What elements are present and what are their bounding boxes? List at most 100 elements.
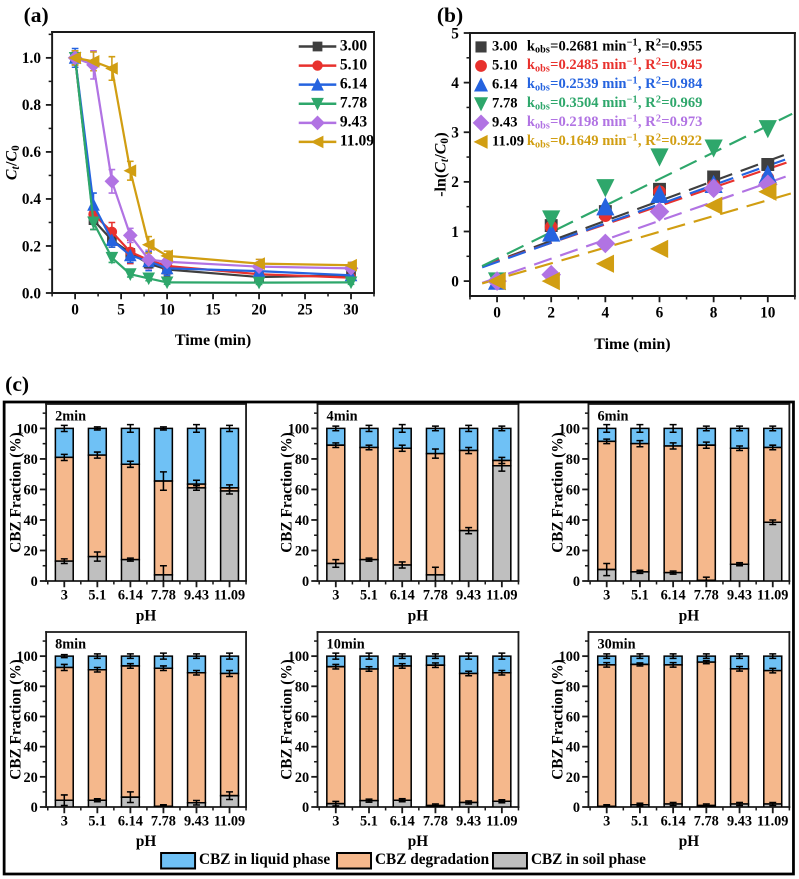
svg-text:6.14: 6.14: [390, 813, 415, 829]
svg-text:11.09: 11.09: [214, 587, 245, 603]
svg-text:Time (min): Time (min): [594, 336, 670, 353]
svg-text:40: 40: [23, 513, 37, 529]
svg-text:40: 40: [566, 740, 580, 756]
svg-text:CBZ degradation: CBZ degradation: [375, 851, 490, 868]
svg-text:CBZ Fraction (%): CBZ Fraction (%): [7, 659, 24, 779]
svg-text:- l n (: - l n ( / ) C C t 0: [426, 126, 453, 197]
svg-text:60: 60: [23, 482, 37, 498]
svg-text:pH: pH: [136, 833, 156, 850]
svg-text:2min: 2min: [55, 409, 86, 425]
svg-text:CBZ Fraction (%): CBZ Fraction (%): [549, 432, 566, 552]
svg-text:6min: 6min: [597, 409, 628, 425]
svg-text:5.1: 5.1: [360, 587, 378, 603]
svg-text:6.14: 6.14: [390, 587, 415, 603]
svg-text:9.43: 9.43: [456, 813, 481, 829]
svg-text:40: 40: [23, 740, 37, 756]
svg-text:80: 80: [566, 679, 580, 695]
svg-text:30min: 30min: [597, 637, 635, 653]
svg-text:60: 60: [566, 709, 580, 725]
svg-text:6: 6: [656, 305, 664, 322]
svg-text:0.4: 0.4: [22, 191, 41, 208]
svg-text:7.78: 7.78: [423, 587, 448, 603]
svg-text:11.09: 11.09: [757, 813, 788, 829]
svg-text:80: 80: [295, 452, 309, 468]
svg-text:6.14: 6.14: [340, 75, 367, 92]
svg-text:15: 15: [205, 302, 221, 319]
svg-text:11.09: 11.09: [486, 587, 517, 603]
svg-text:0: 0: [302, 574, 309, 590]
svg-text:100: 100: [288, 649, 309, 665]
svg-text:9.43: 9.43: [184, 587, 209, 603]
svg-text:7.78: 7.78: [340, 94, 367, 111]
svg-text:9.43: 9.43: [492, 114, 517, 130]
svg-text:80: 80: [23, 452, 37, 468]
svg-text:(c): (c): [5, 372, 29, 396]
svg-text:6.14: 6.14: [492, 76, 518, 92]
svg-text:0: 0: [573, 800, 580, 816]
svg-text:11.09: 11.09: [492, 133, 524, 149]
svg-text:pH: pH: [408, 833, 428, 850]
svg-text:CBZ Fraction (%): CBZ Fraction (%): [279, 432, 296, 552]
svg-text:7.78: 7.78: [694, 587, 719, 603]
svg-text:CBZ in soil phase: CBZ in soil phase: [531, 851, 646, 868]
svg-text:2: 2: [451, 174, 459, 191]
svg-text:3.00: 3.00: [340, 37, 367, 54]
svg-text:60: 60: [23, 709, 37, 725]
svg-text:100: 100: [288, 421, 309, 437]
svg-text:100: 100: [559, 421, 580, 437]
svg-text:0.8: 0.8: [22, 97, 41, 114]
svg-text:40: 40: [295, 740, 309, 756]
svg-text:C C t /: C C t / 0: [0, 145, 24, 180]
svg-text:7.78: 7.78: [492, 95, 517, 111]
svg-text:5.10: 5.10: [492, 57, 517, 73]
svg-text:(a): (a): [24, 3, 49, 27]
svg-text:3: 3: [61, 813, 68, 829]
svg-text:60: 60: [295, 709, 309, 725]
svg-text:5.10: 5.10: [340, 56, 367, 73]
svg-text:Time (min): Time (min): [175, 332, 251, 349]
svg-text:3: 3: [332, 813, 339, 829]
svg-text:9.43: 9.43: [340, 114, 367, 131]
svg-text:9.43: 9.43: [184, 813, 209, 829]
svg-text:6.14: 6.14: [118, 587, 143, 603]
svg-text:1.0: 1.0: [22, 50, 41, 67]
svg-text:11.09: 11.09: [340, 133, 374, 150]
svg-text:80: 80: [23, 679, 37, 695]
svg-text:20: 20: [566, 543, 580, 559]
svg-text:0.6: 0.6: [22, 144, 41, 161]
svg-text:9.43: 9.43: [456, 587, 481, 603]
svg-text:pH: pH: [408, 607, 428, 624]
svg-text:0: 0: [451, 273, 459, 290]
svg-text:5.1: 5.1: [631, 587, 649, 603]
svg-text:0: 0: [302, 800, 309, 816]
svg-text:6.14: 6.14: [661, 813, 686, 829]
svg-text:100: 100: [16, 649, 37, 665]
svg-text:40: 40: [295, 513, 309, 529]
svg-text:0: 0: [31, 800, 38, 816]
svg-text:3: 3: [61, 587, 68, 603]
svg-text:8: 8: [710, 305, 718, 322]
svg-text:0: 0: [71, 302, 79, 319]
svg-text:60: 60: [566, 482, 580, 498]
svg-text:60: 60: [295, 482, 309, 498]
svg-text:20: 20: [566, 770, 580, 786]
svg-text:11.09: 11.09: [486, 813, 517, 829]
svg-text:k = 0 .: k = 0 . 2 5 3 9 m i n , R = 0 . 9 8 4 o …: [527, 63, 709, 95]
svg-text:7.78: 7.78: [151, 587, 176, 603]
svg-text:CBZ Fraction (%): CBZ Fraction (%): [7, 432, 24, 552]
svg-text:20: 20: [251, 302, 267, 319]
svg-text:k = 0 .: k = 0 . 3 5 0 4 m i n , R = 0 . 9 6 9 o …: [527, 82, 709, 114]
svg-text:3: 3: [332, 587, 339, 603]
svg-text:10min: 10min: [327, 637, 365, 653]
svg-text:CBZ Fraction (%): CBZ Fraction (%): [279, 659, 296, 779]
svg-text:9.43: 9.43: [727, 813, 752, 829]
svg-text:7.78: 7.78: [151, 813, 176, 829]
svg-text:40: 40: [566, 513, 580, 529]
svg-text:20: 20: [23, 770, 37, 786]
svg-text:100: 100: [559, 649, 580, 665]
svg-text:k = 0 .: k = 0 . 2 1 9 8 m i n , R = 0 . 9 7 3 o …: [527, 101, 709, 133]
svg-text:10: 10: [760, 305, 776, 322]
svg-text:80: 80: [566, 452, 580, 468]
svg-text:20: 20: [23, 543, 37, 559]
svg-text:2: 2: [547, 305, 555, 322]
